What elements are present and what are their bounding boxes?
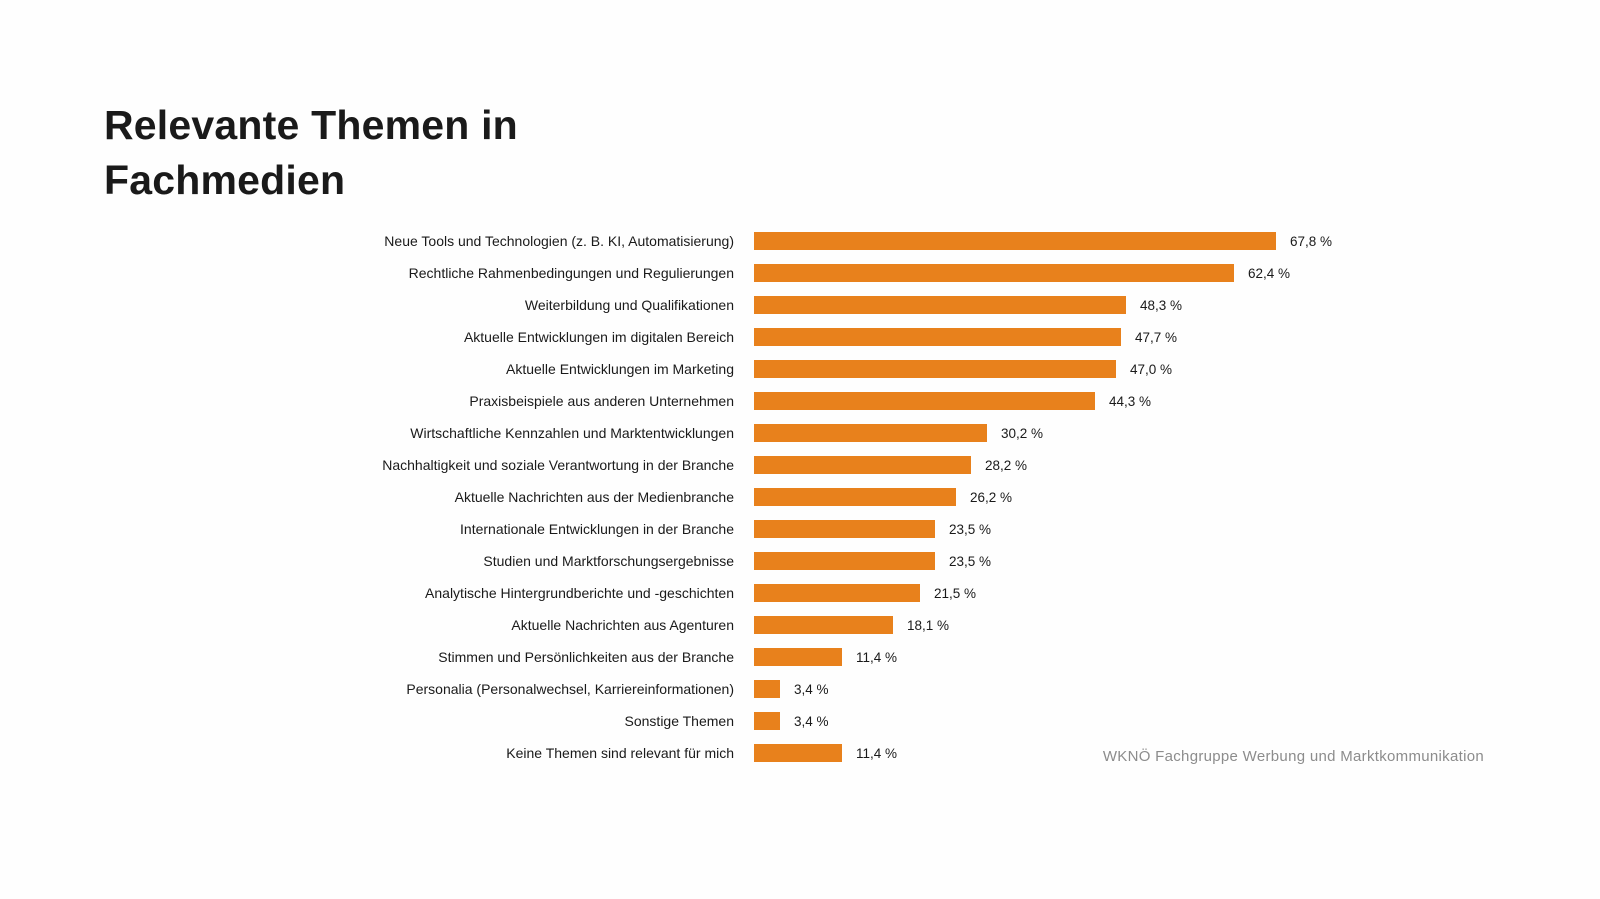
value-label: 21,5 % — [934, 585, 977, 601]
value-label: 48,3 % — [1140, 297, 1183, 313]
category-label: Aktuelle Nachrichten aus der Medienbranc… — [454, 489, 734, 505]
value-label: 26,2 % — [970, 489, 1013, 505]
bar — [754, 392, 1095, 410]
bar — [754, 232, 1276, 250]
category-label: Wirtschaftliche Kennzahlen und Marktentw… — [410, 425, 734, 441]
bar-track: 26,2 % — [754, 488, 1524, 506]
category-label: Neue Tools und Technologien (z. B. KI, A… — [384, 233, 734, 249]
bar-track: 28,2 % — [754, 456, 1524, 474]
bar-chart: Neue Tools und Technologien (z. B. KI, A… — [104, 225, 1524, 769]
value-label: 18,1 % — [907, 617, 950, 633]
bar-track: 48,3 % — [754, 296, 1524, 314]
bar-track: 23,5 % — [754, 552, 1524, 570]
value-label: 28,2 % — [985, 457, 1028, 473]
chart-row: Aktuelle Entwicklungen im Marketing 47,0 … — [104, 353, 1524, 385]
value-label: 30,2 % — [1001, 425, 1044, 441]
bar — [754, 520, 935, 538]
chart-row: Stimmen und Persönlichkeiten aus der Bra… — [104, 641, 1524, 673]
chart-row: Personalia (Personalwechsel, Karriereinf… — [104, 673, 1524, 705]
bar-track: 3,4 % — [754, 680, 1524, 698]
bar — [754, 488, 956, 506]
bar-track: 21,5 % — [754, 584, 1524, 602]
value-label: 23,5 % — [949, 553, 992, 569]
value-label: 3,4 % — [794, 713, 829, 729]
category-label: Aktuelle Entwicklungen im digitalen Bere… — [463, 329, 734, 345]
bar-track: 11,4 % — [754, 648, 1524, 666]
chart-row: Sonstige Themen 3,4 % — [104, 705, 1524, 737]
chart-row: Keine Themen sind relevant für mich 11,4 … — [104, 737, 1524, 769]
chart-row: Aktuelle Nachrichten aus Agenturen 18,1 % — [104, 609, 1524, 641]
bar-track: 3,4 % — [754, 712, 1524, 730]
bar — [754, 424, 987, 442]
bar — [754, 584, 920, 602]
bar — [754, 648, 842, 666]
value-label: 11,4 % — [856, 745, 898, 761]
source-caption: WKNÖ Fachgruppe Werbung und Marktkommuni… — [1102, 748, 1484, 765]
category-label: Internationale Entwicklungen in der Bran… — [460, 521, 734, 537]
chart-row: Studien und Marktforschungsergebnisse 23,… — [104, 545, 1524, 577]
bar-track: 67,8 % — [754, 232, 1524, 250]
bar-track: 30,2 % — [754, 424, 1524, 442]
value-label: 44,3 % — [1109, 393, 1152, 409]
value-label: 47,7 % — [1135, 329, 1178, 345]
bar — [754, 712, 780, 730]
bar — [754, 552, 935, 570]
bar — [754, 456, 971, 474]
chart-row: Internationale Entwicklungen in der Bran… — [104, 513, 1524, 545]
chart-row: Analytische Hintergrundberichte und -ges… — [104, 577, 1524, 609]
chart-row: Wirtschaftliche Kennzahlen und Marktentw… — [104, 417, 1524, 449]
chart-row: Neue Tools und Technologien (z. B. KI, A… — [104, 225, 1524, 257]
category-label: Aktuelle Entwicklungen im Marketing — [506, 361, 734, 377]
bar — [754, 744, 842, 762]
page-title: Relevante Themen in Fachmedien — [104, 98, 624, 208]
category-label: Personalia (Personalwechsel, Karriereinf… — [406, 681, 734, 697]
category-label: Praxisbeispiele aus anderen Unternehmen — [469, 393, 734, 409]
category-label: Aktuelle Nachrichten aus Agenturen — [511, 617, 734, 633]
bar — [754, 616, 893, 634]
bar — [754, 264, 1234, 282]
category-label: Studien und Marktforschungsergebnisse — [483, 553, 734, 569]
bar-track: 47,7 % — [754, 328, 1524, 346]
bar — [754, 296, 1126, 314]
bar — [754, 328, 1121, 346]
bar-track: 62,4 % — [754, 264, 1524, 282]
bar-track: 18,1 % — [754, 616, 1524, 634]
chart-row: Aktuelle Nachrichten aus der Medienbranc… — [104, 481, 1524, 513]
category-label: Nachhaltigkeit und soziale Verantwortung… — [382, 457, 734, 473]
value-label: 67,8 % — [1290, 233, 1333, 249]
chart-row: Weiterbildung und Qualifikationen 48,3 % — [104, 289, 1524, 321]
bar-track: 11,4 % — [754, 744, 1524, 762]
category-label: Keine Themen sind relevant für mich — [506, 745, 734, 761]
chart-row: Aktuelle Entwicklungen im digitalen Bere… — [104, 321, 1524, 353]
category-label: Sonstige Themen — [624, 713, 734, 729]
value-label: 23,5 % — [949, 521, 992, 537]
bar — [754, 360, 1116, 378]
page-title-line-2: Fachmedien — [104, 157, 346, 203]
category-label: Analytische Hintergrundberichte und -ges… — [425, 585, 734, 601]
bar — [754, 680, 780, 698]
bar-track: 44,3 % — [754, 392, 1524, 410]
bar-track: 47,0 % — [754, 360, 1524, 378]
chart-row: Praxisbeispiele aus anderen Unternehmen 4… — [104, 385, 1524, 417]
bar-track: 23,5 % — [754, 520, 1524, 538]
value-label: 47,0 % — [1130, 361, 1173, 377]
chart-row: Rechtliche Rahmenbedingungen und Regulie… — [104, 257, 1524, 289]
value-label: 11,4 % — [856, 649, 898, 665]
page-title-line-1: Relevante Themen in — [104, 102, 518, 148]
category-label: Stimmen und Persönlichkeiten aus der Bra… — [438, 649, 734, 665]
value-label: 62,4 % — [1248, 265, 1291, 281]
category-label: Rechtliche Rahmenbedingungen und Regulie… — [408, 265, 734, 281]
value-label: 3,4 % — [794, 681, 829, 697]
chart-row: Nachhaltigkeit und soziale Verantwortung… — [104, 449, 1524, 481]
category-label: Weiterbildung und Qualifikationen — [524, 297, 734, 313]
